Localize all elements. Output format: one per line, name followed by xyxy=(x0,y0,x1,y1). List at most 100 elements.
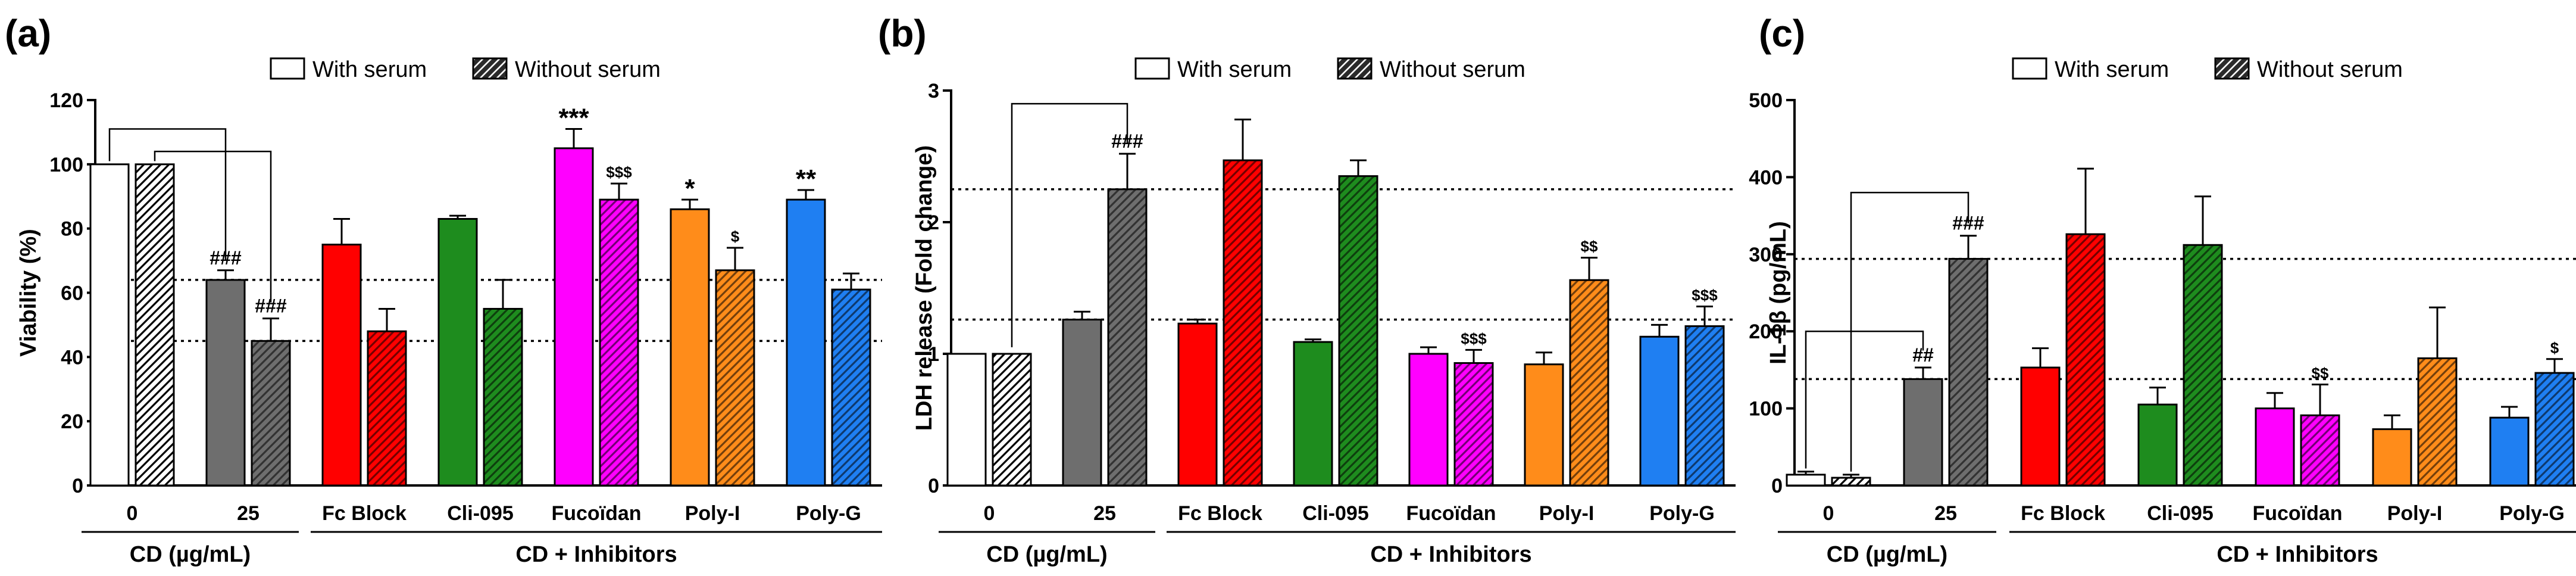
y-tick-label: 20 xyxy=(61,410,83,433)
bar-without-serum-2 xyxy=(367,330,407,487)
bar-with-serum-5 xyxy=(670,208,710,487)
x-tick-label: Fucoïdan xyxy=(551,502,641,525)
bar-without-serum-4 xyxy=(1453,362,1494,487)
bar-without-serum-5 xyxy=(1569,279,1609,487)
bar-with-serum-4 xyxy=(1408,353,1449,487)
panel-letter: (a) xyxy=(5,12,51,55)
y-tick-label: 0 xyxy=(928,475,939,497)
legend-label-without-serum: Without serum xyxy=(1380,57,1525,82)
x-tick-label: 0 xyxy=(984,502,995,525)
bar-without-serum-4 xyxy=(2300,414,2340,487)
group-label-inhibitors: CD + Inhibitors xyxy=(1370,542,1531,567)
bar-without-serum-5 xyxy=(715,269,755,487)
significance-annotation: ** xyxy=(796,164,817,194)
legend-swatch-with-serum xyxy=(2012,57,2047,80)
x-tick-label: 0 xyxy=(1823,502,1834,525)
y-tick-label: 200 xyxy=(1749,320,1783,343)
chart-panel-0: (a) With serum Without serum 0 20 40 60 80 100 12… xyxy=(5,12,882,567)
y-tick-label: 3 xyxy=(928,80,939,102)
x-tick-label: Poly-I xyxy=(1539,502,1595,525)
bar-without-serum-6 xyxy=(831,288,871,487)
significance-annotation: $ xyxy=(731,228,740,245)
bar-without-serum-6 xyxy=(1684,325,1725,487)
bar-with-serum-3 xyxy=(1293,341,1333,487)
bar-without-serum-2 xyxy=(2065,233,2106,487)
comparison-bracket-with xyxy=(108,128,227,261)
significance-annotation: $$ xyxy=(2312,364,2329,382)
x-tick-label: Cli-095 xyxy=(2147,502,2214,525)
y-tick-label: 40 xyxy=(61,346,83,369)
legend: With serum Without serum xyxy=(1134,57,1525,82)
bar-without-serum-1 xyxy=(1107,188,1148,487)
bar-with-serum-2 xyxy=(321,244,362,487)
group-label-cd: CD (µg/mL) xyxy=(986,542,1107,567)
significance-annotation: $$$ xyxy=(1692,286,1718,304)
group-label-cd: CD (µg/mL) xyxy=(130,542,251,567)
bar-with-serum-6 xyxy=(1639,335,1680,487)
y-tick-label: 300 xyxy=(1749,244,1783,266)
bar-without-serum-6 xyxy=(2534,372,2575,487)
bar-without-serum-0 xyxy=(1831,477,1871,487)
y-tick-label: 2 xyxy=(928,211,939,234)
y-tick-label: 0 xyxy=(72,475,83,497)
significance-annotation: * xyxy=(684,174,695,203)
bar-with-serum-1 xyxy=(1903,378,1943,487)
panel-letter: (b) xyxy=(878,12,927,55)
y-tick-label: 80 xyxy=(61,218,83,241)
bar-with-serum-6 xyxy=(2489,416,2530,487)
legend-swatch-with-serum xyxy=(270,57,305,80)
bar-with-serum-2 xyxy=(2020,366,2061,487)
comparison-bracket-without xyxy=(1011,102,1128,347)
bar-with-serum-4 xyxy=(2255,407,2295,487)
x-tick-label: Poly-I xyxy=(685,502,740,525)
x-tick-label: Fc Block xyxy=(322,502,407,525)
bar-without-serum-0 xyxy=(135,163,175,487)
significance-annotation: $ xyxy=(2550,339,2559,357)
x-tick-label: Cli-095 xyxy=(1302,502,1369,525)
bar-with-serum-0 xyxy=(946,353,987,487)
chart-panel-2: (c) With serum Without serum 0 100 200 300 400 5… xyxy=(1749,12,2576,567)
y-tick-label: 1 xyxy=(928,343,939,366)
bar-with-serum-6 xyxy=(786,198,826,487)
bar-with-serum-0 xyxy=(1786,474,1826,487)
x-tick-label: 25 xyxy=(1934,502,1957,525)
x-tick-label: Fc Block xyxy=(2021,502,2105,525)
bar-with-serum-5 xyxy=(2372,428,2412,487)
bar-without-serum-3 xyxy=(483,307,523,487)
y-tick-label: 100 xyxy=(1749,398,1783,421)
bar-without-serum-1 xyxy=(251,340,291,487)
bar-with-serum-3 xyxy=(437,217,478,487)
bar-with-serum-1 xyxy=(205,279,246,487)
group-label-inhibitors: CD + Inhibitors xyxy=(515,542,677,567)
x-tick-label: Fucoïdan xyxy=(2252,502,2342,525)
bar-without-serum-3 xyxy=(1338,175,1378,487)
y-tick-label: 120 xyxy=(49,89,83,112)
x-tick-label: 25 xyxy=(1093,502,1116,525)
x-tick-label: Poly-G xyxy=(1649,502,1715,525)
y-tick-label: 500 xyxy=(1749,89,1783,112)
significance-annotation: $$$ xyxy=(1461,329,1487,347)
bar-without-serum-2 xyxy=(1223,159,1263,487)
legend-swatch-without-serum xyxy=(1337,57,1373,80)
comparison-bracket-without xyxy=(154,151,272,303)
y-tick-label: 400 xyxy=(1749,166,1783,189)
significance-annotation: $$ xyxy=(1581,238,1598,256)
y-tick-label: 100 xyxy=(49,154,83,176)
legend-swatch-with-serum xyxy=(1134,57,1170,80)
comparison-bracket-without xyxy=(1850,192,1969,472)
x-tick-label: Poly-I xyxy=(2387,502,2443,525)
bar-without-serum-1 xyxy=(1948,258,1989,487)
bar-without-serum-4 xyxy=(599,198,639,487)
x-tick-label: Cli-095 xyxy=(447,502,514,525)
legend: With serum Without serum xyxy=(2012,57,2403,82)
y-axis-label: LDH release (Fold change) xyxy=(912,145,937,431)
significance-annotation: *** xyxy=(558,104,589,133)
bar-without-serum-5 xyxy=(2417,357,2458,487)
y-tick-label: 0 xyxy=(1771,475,1783,497)
group-label-cd: CD (µg/mL) xyxy=(1827,542,1947,567)
x-tick-label: Poly-G xyxy=(796,502,861,525)
bar-without-serum-3 xyxy=(2183,244,2223,487)
bar-with-serum-1 xyxy=(1062,319,1102,487)
legend-label-with-serum: With serum xyxy=(312,57,427,82)
